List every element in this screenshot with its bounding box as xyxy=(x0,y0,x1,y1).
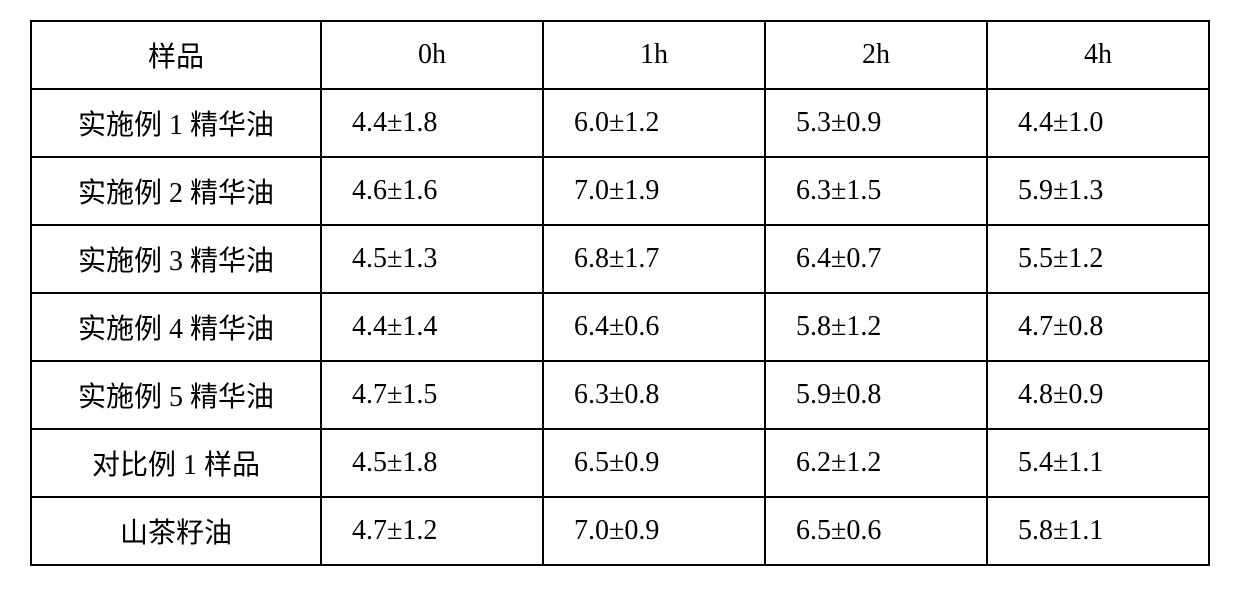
cell-value: 4.8±0.9 xyxy=(987,361,1209,429)
cell-sample: 实施例 2 精华油 xyxy=(31,157,321,225)
cell-value: 6.3±0.8 xyxy=(543,361,765,429)
cell-value: 4.5±1.3 xyxy=(321,225,543,293)
cell-value: 4.4±1.4 xyxy=(321,293,543,361)
col-header-1h: 1h xyxy=(543,21,765,89)
cell-sample: 实施例 5 精华油 xyxy=(31,361,321,429)
table-row: 山茶籽油 4.7±1.2 7.0±0.9 6.5±0.6 5.8±1.1 xyxy=(31,497,1209,565)
table-container: 样品 0h 1h 2h 4h 实施例 1 精华油 4.4±1.8 6.0±1.2… xyxy=(0,0,1240,592)
cell-value: 6.3±1.5 xyxy=(765,157,987,225)
cell-sample: 实施例 1 精华油 xyxy=(31,89,321,157)
cell-sample: 实施例 3 精华油 xyxy=(31,225,321,293)
cell-value: 6.2±1.2 xyxy=(765,429,987,497)
cell-value: 7.0±0.9 xyxy=(543,497,765,565)
cell-value: 4.4±1.0 xyxy=(987,89,1209,157)
table-row: 实施例 1 精华油 4.4±1.8 6.0±1.2 5.3±0.9 4.4±1.… xyxy=(31,89,1209,157)
col-header-sample: 样品 xyxy=(31,21,321,89)
col-header-2h: 2h xyxy=(765,21,987,89)
table-row: 实施例 2 精华油 4.6±1.6 7.0±1.9 6.3±1.5 5.9±1.… xyxy=(31,157,1209,225)
cell-sample: 山茶籽油 xyxy=(31,497,321,565)
cell-value: 6.8±1.7 xyxy=(543,225,765,293)
table-header-row: 样品 0h 1h 2h 4h xyxy=(31,21,1209,89)
cell-value: 5.3±0.9 xyxy=(765,89,987,157)
cell-value: 5.9±0.8 xyxy=(765,361,987,429)
cell-value: 6.0±1.2 xyxy=(543,89,765,157)
cell-sample: 实施例 4 精华油 xyxy=(31,293,321,361)
cell-value: 4.7±1.2 xyxy=(321,497,543,565)
cell-value: 6.5±0.6 xyxy=(765,497,987,565)
cell-value: 5.5±1.2 xyxy=(987,225,1209,293)
table-row: 实施例 3 精华油 4.5±1.3 6.8±1.7 6.4±0.7 5.5±1.… xyxy=(31,225,1209,293)
cell-value: 6.4±0.6 xyxy=(543,293,765,361)
cell-value: 4.5±1.8 xyxy=(321,429,543,497)
cell-value: 5.9±1.3 xyxy=(987,157,1209,225)
data-table: 样品 0h 1h 2h 4h 实施例 1 精华油 4.4±1.8 6.0±1.2… xyxy=(30,20,1210,566)
col-header-4h: 4h xyxy=(987,21,1209,89)
cell-value: 5.8±1.1 xyxy=(987,497,1209,565)
cell-sample: 对比例 1 样品 xyxy=(31,429,321,497)
cell-value: 5.4±1.1 xyxy=(987,429,1209,497)
col-header-0h: 0h xyxy=(321,21,543,89)
cell-value: 7.0±1.9 xyxy=(543,157,765,225)
cell-value: 5.8±1.2 xyxy=(765,293,987,361)
cell-value: 6.5±0.9 xyxy=(543,429,765,497)
cell-value: 4.7±0.8 xyxy=(987,293,1209,361)
cell-value: 4.6±1.6 xyxy=(321,157,543,225)
cell-value: 6.4±0.7 xyxy=(765,225,987,293)
cell-value: 4.7±1.5 xyxy=(321,361,543,429)
table-row: 实施例 5 精华油 4.7±1.5 6.3±0.8 5.9±0.8 4.8±0.… xyxy=(31,361,1209,429)
table-row: 对比例 1 样品 4.5±1.8 6.5±0.9 6.2±1.2 5.4±1.1 xyxy=(31,429,1209,497)
table-row: 实施例 4 精华油 4.4±1.4 6.4±0.6 5.8±1.2 4.7±0.… xyxy=(31,293,1209,361)
cell-value: 4.4±1.8 xyxy=(321,89,543,157)
